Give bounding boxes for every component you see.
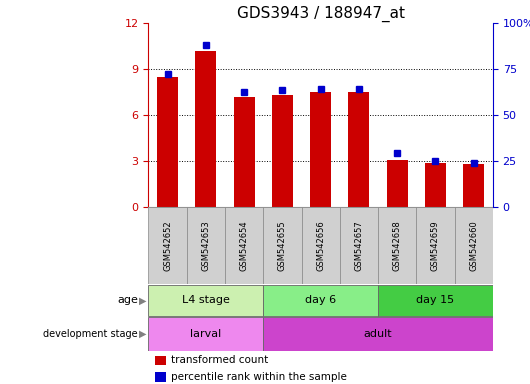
Bar [417,207,455,284]
Bar [187,207,225,284]
Text: GSM542654: GSM542654 [240,220,249,271]
Text: GSM542655: GSM542655 [278,220,287,271]
Bar [195,51,216,207]
Text: ▶: ▶ [139,329,146,339]
Text: day 15: day 15 [417,295,455,306]
Bar [310,92,331,207]
Bar [455,207,493,284]
Text: ▶: ▶ [139,295,146,306]
Bar [263,285,378,316]
Text: development stage: development stage [43,329,138,339]
Text: day 6: day 6 [305,295,336,306]
Text: GSM542658: GSM542658 [393,220,402,271]
Title: GDS3943 / 188947_at: GDS3943 / 188947_at [237,5,404,22]
Text: GSM542656: GSM542656 [316,220,325,271]
Bar [348,92,369,207]
Bar [157,77,178,207]
Bar [263,318,493,351]
Text: transformed count: transformed count [171,356,268,366]
Bar [148,285,263,316]
Bar [387,160,408,207]
Text: GSM542652: GSM542652 [163,220,172,271]
Text: GSM542653: GSM542653 [201,220,210,271]
Text: percentile rank within the sample: percentile rank within the sample [171,372,347,382]
Bar [378,285,493,316]
Bar [463,164,484,207]
Bar [148,318,263,351]
Text: GSM542657: GSM542657 [355,220,364,271]
Bar [155,372,166,382]
Bar [302,207,340,284]
Text: adult: adult [364,329,392,339]
Text: GSM542660: GSM542660 [469,220,478,271]
Text: L4 stage: L4 stage [182,295,229,306]
Bar [225,207,263,284]
Bar [148,207,187,284]
Bar [378,207,417,284]
Bar [272,95,293,207]
Bar [234,97,254,207]
Bar [425,163,446,207]
Text: larval: larval [190,329,222,339]
Text: age: age [117,295,138,306]
Text: GSM542659: GSM542659 [431,220,440,271]
Bar [263,207,302,284]
Bar [340,207,378,284]
Bar [155,356,166,366]
